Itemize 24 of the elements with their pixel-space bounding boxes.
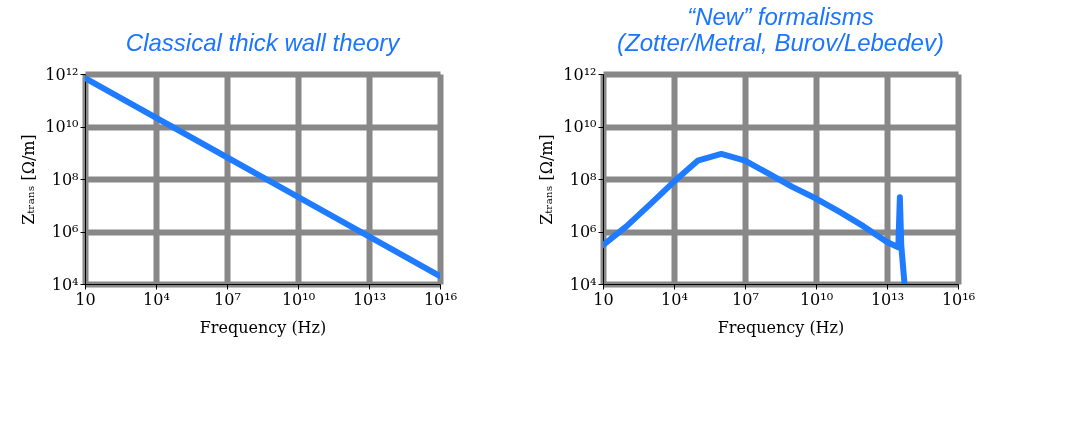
y-tick-label: 10⁸	[51, 169, 79, 189]
y-tick-label: 10¹²	[563, 64, 597, 84]
x-tick-label: 10¹⁶	[941, 289, 976, 309]
x-axis-title: Frequency (Hz)	[199, 317, 327, 337]
y-axis-title: Zₜᵣₐₙₛ [Ω/m]	[19, 134, 39, 225]
x-tick-label: 10⁴	[661, 289, 688, 309]
chart-title: “New” formalisms (Zotter/Metral, Burov/Lebedev)	[617, 3, 944, 56]
x-tick-label: 10⁷	[214, 289, 241, 309]
x-tick-label: 10⁷	[732, 289, 759, 309]
x-tick-label: 10¹⁶	[423, 289, 458, 309]
x-tick-label: 10⁴	[143, 289, 170, 309]
x-tick-label: 10¹⁰	[799, 289, 834, 309]
y-tick-label: 10⁶	[51, 222, 79, 241]
y-tick-label: 10¹⁰	[45, 117, 79, 136]
y-tick-label: 10¹²	[45, 64, 79, 84]
y-axis-title: Zₜᵣₐₙₛ [Ω/m]	[537, 134, 557, 225]
x-axis-title: Frequency (Hz)	[717, 317, 845, 337]
chart-title: Classical thick wall theory	[125, 29, 402, 56]
y-tick-label: 10¹⁰	[563, 117, 597, 136]
x-tick-label: 10¹³	[870, 289, 905, 309]
x-tick-label: 10¹³	[352, 289, 387, 309]
y-tick-label: 10⁶	[569, 222, 597, 241]
y-tick-label: 10⁸	[569, 169, 597, 189]
x-tick-label: 10¹⁰	[281, 289, 316, 309]
